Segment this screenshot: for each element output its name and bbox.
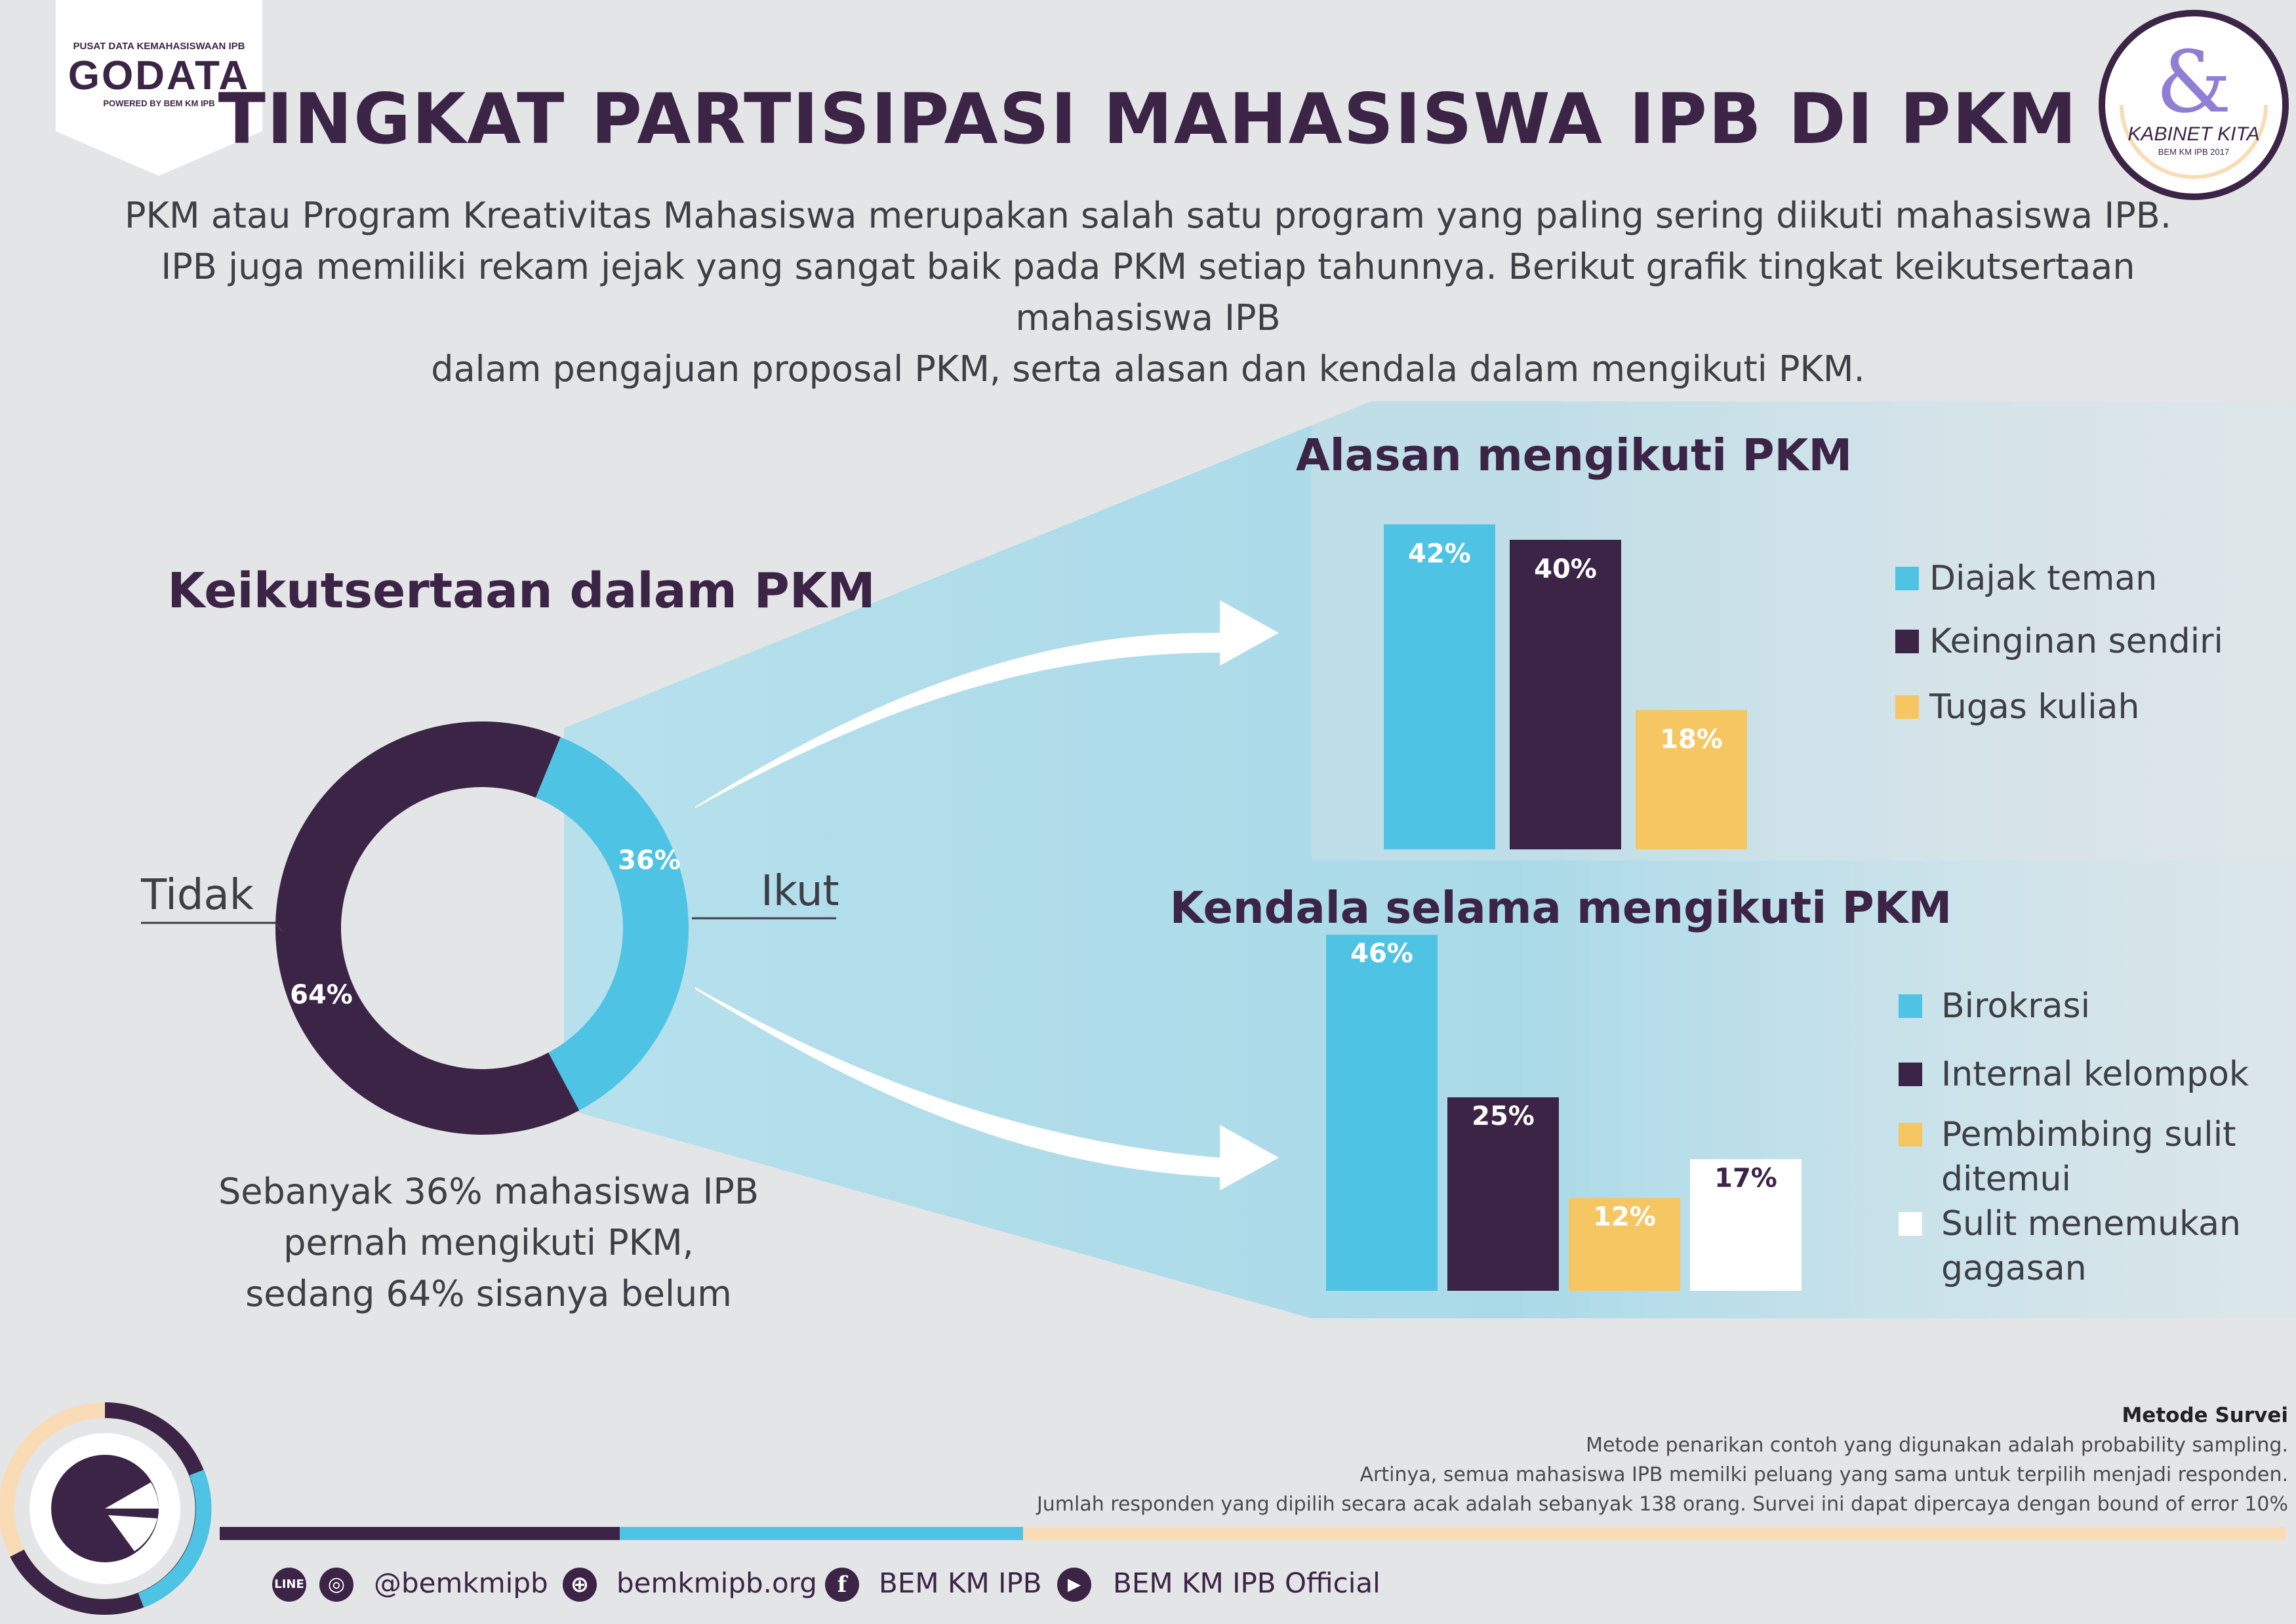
alasan-legend: Diajak teman Keinginan sendiri Tugas kul… [1895, 556, 2263, 727]
footer-color-bar [220, 1527, 2286, 1540]
legend-label: Tugas kuliah [1929, 687, 2140, 727]
bar-tugas-kuliah [1636, 710, 1747, 849]
bar-data-label: 12% [1593, 1202, 1656, 1232]
legend-label: gagasan [1941, 1249, 2087, 1288]
legend-swatch-cyan [1899, 994, 1922, 1018]
bar-pembimbing-sulit-ditemui [1569, 1198, 1680, 1291]
bar-data-label: 25% [1472, 1101, 1535, 1131]
donut-chart: 36% 64% [275, 721, 689, 1135]
arrow-lower [695, 987, 1279, 1190]
bar-birokrasi [1326, 935, 1438, 1291]
arrow-upper [695, 600, 1279, 808]
intro-line: PKM atau Program Kreativitas Mahasiswa m… [124, 195, 2172, 236]
survey-line: Jumlah responden yang dipilih secara aca… [1036, 1493, 2288, 1516]
bar-data-label: 18% [1660, 725, 1723, 755]
bar-chart-kendala: 46% 25% 12% 17% [1326, 935, 1802, 1291]
bar-internal-kelompok [1447, 1097, 1559, 1291]
legend-label: Internal kelompok [1941, 1055, 2249, 1094]
website-link[interactable]: bemkmipb.org [616, 1567, 817, 1599]
survey-heading: Metode Survei [2122, 1404, 2288, 1427]
bar-data-label: 40% [1534, 554, 1597, 584]
godata-badge: PUSAT DATA KEMAHASISWAAN IPB GODATA POWE… [56, 0, 262, 176]
donut-label-ikut: Ikut [761, 867, 839, 916]
legend-swatch-yellow [1895, 695, 1919, 719]
legend-swatch-white [1899, 1212, 1922, 1236]
donut-caption: Sebanyak 36% mahasiswa IPB pernah mengik… [177, 1166, 800, 1320]
intro-line: dalam pengajuan proposal PKM, serta alas… [431, 348, 1865, 390]
bar-data-label: 46% [1350, 939, 1413, 969]
instagram-handle[interactable]: @bemkmipb [374, 1567, 548, 1599]
kabinet-name: KABINET KITA [2127, 123, 2260, 145]
callout-line-tidak [141, 922, 283, 932]
facebook-link[interactable]: BEM KM IPB [879, 1567, 1042, 1599]
funnel-shape [564, 401, 2296, 1318]
youtube-icon[interactable]: ▶ [1057, 1568, 1091, 1602]
bar-keinginan-sendiri [1510, 540, 1621, 849]
legend-swatch-cyan [1895, 567, 1919, 590]
bar-sulit-menemukan-gagasan [1690, 1159, 1802, 1291]
legend-swatch-purple [1899, 1063, 1922, 1086]
survey-method: Metode Survei Metode penarikan contoh ya… [1037, 1401, 2288, 1519]
bar-data-label: 42% [1408, 538, 1471, 569]
legend-label: Sulit menemukan [1941, 1204, 2242, 1244]
donut-chart-title: Keikutsertaan dalam PKM [167, 563, 876, 619]
survey-line: Metode penarikan contoh yang digunakan a… [1586, 1434, 2288, 1457]
legend-label: ditemui [1941, 1160, 2071, 1199]
caption-line: pernah mengikuti PKM, [283, 1222, 694, 1263]
donut-slice-tidak [275, 721, 580, 1135]
donut-data-label: 36% [618, 845, 681, 876]
ampersand-icon: & [2156, 32, 2232, 132]
legend-swatch-purple [1895, 630, 1919, 653]
legend-label: Keinginan sendiri [1929, 622, 2223, 661]
caption-line: Sebanyak 36% mahasiswa IPB [218, 1171, 759, 1212]
legend-swatch-yellow [1899, 1123, 1922, 1147]
intro-line: IPB juga memiliki rekam jejak yang sanga… [161, 246, 2135, 338]
page-title: TINGKAT PARTISIPASI MAHASISWA IPB DI PKM [218, 79, 2078, 159]
legend-label: Birokrasi [1941, 986, 2091, 1026]
donut-slice-ikut [535, 737, 689, 1110]
donut-data-label: 64% [290, 980, 353, 1010]
alasan-chart-title: Alasan mengikuti PKM [1295, 430, 1853, 481]
godata-emblem-icon [0, 1402, 212, 1615]
bar-segment-peach [1023, 1527, 2286, 1540]
line-icon[interactable]: LINE [272, 1568, 306, 1602]
kendala-chart-title: Kendala selama mengikuti PKM [1169, 882, 1952, 933]
youtube-link[interactable]: BEM KM IPB Official [1113, 1567, 1380, 1599]
bar-data-label: 17% [1714, 1163, 1777, 1193]
globe-icon[interactable]: ⊕ [563, 1568, 597, 1602]
kabinet-sub: BEM KM IPB 2017 [2158, 147, 2230, 157]
kabinet-kita-logo: & KABINET KITA BEM KM IPB 2017 [2095, 7, 2292, 203]
survey-line: Artinya, semua mahasiswa IPB memilki pel… [1359, 1463, 2288, 1486]
facebook-icon[interactable]: f [825, 1568, 859, 1602]
instagram-icon[interactable]: ◎ [319, 1568, 353, 1602]
badge-bottom-text: POWERED BY BEM KM IPB [103, 98, 215, 108]
donut-label-tidak: Tidak [141, 871, 254, 920]
kendala-legend: Birokrasi Internal kelompok Pembimbing s… [1899, 984, 2266, 1299]
caption-line: sedang 64% sisanya belum [245, 1273, 732, 1314]
bar-segment-cyan [620, 1527, 1023, 1540]
legend-label: Diajak teman [1929, 559, 2158, 598]
badge-top-text: PUSAT DATA KEMAHASISWAAN IPB [73, 41, 245, 52]
legend-label: Pembimbing sulit [1941, 1115, 2236, 1154]
intro-paragraph: PKM atau Program Kreativitas Mahasiswa m… [66, 190, 2230, 395]
bar-diajak-teman [1384, 524, 1495, 849]
bar-segment-purple [220, 1527, 620, 1540]
bar-chart-alasan: 42% 40% 18% [1384, 524, 1747, 849]
godata-logo: GODATA [68, 53, 251, 98]
